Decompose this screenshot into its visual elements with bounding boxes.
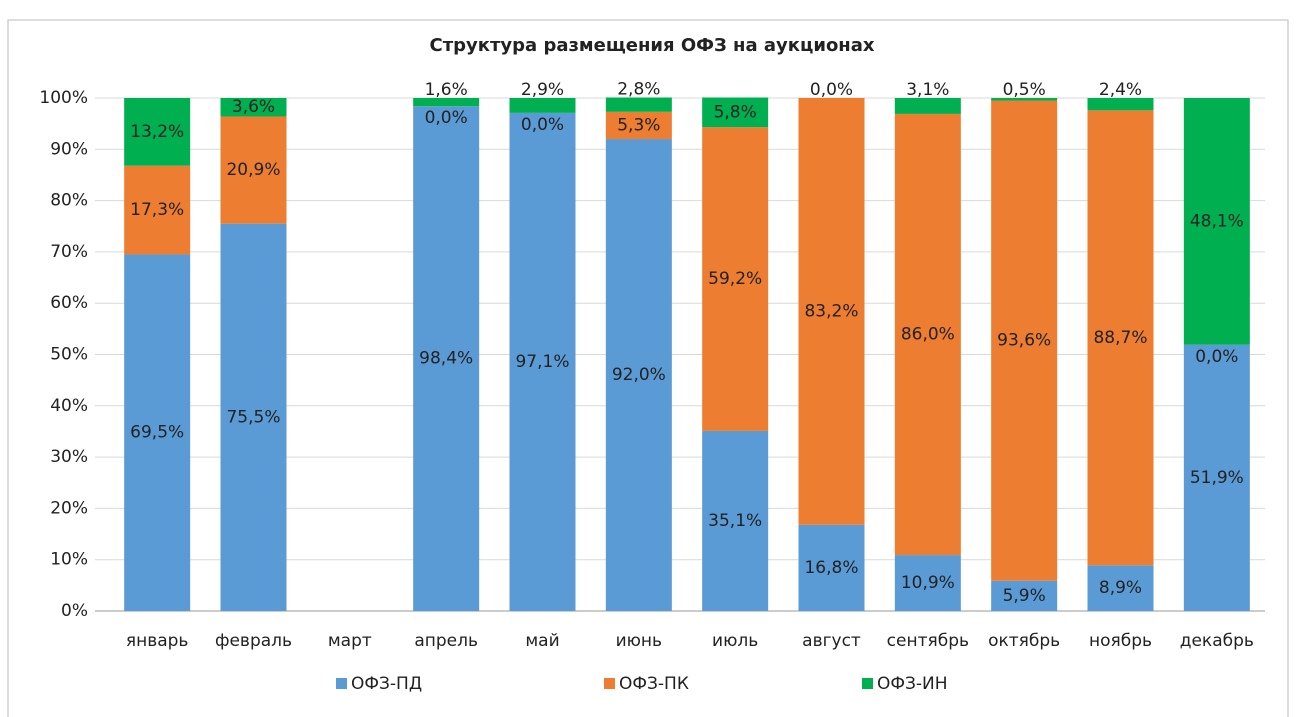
data-label: 69,5%: [130, 423, 184, 443]
bar-segment: [124, 165, 191, 255]
bar-segment: [413, 106, 480, 611]
legend-swatch: [336, 678, 347, 689]
data-label: 0,0%: [810, 80, 853, 100]
bar-segment: [991, 100, 1058, 581]
bar-segment: [1087, 565, 1154, 611]
y-tick-label: 70%: [50, 242, 88, 262]
y-tick-label: 20%: [50, 498, 88, 518]
x-tick-label: сентябрь: [887, 631, 969, 651]
data-label: 0,0%: [1195, 347, 1238, 367]
data-label: 3,6%: [232, 97, 275, 117]
data-label: 86,0%: [901, 324, 955, 344]
bar-segment: [702, 430, 769, 611]
data-label: 1,6%: [425, 80, 468, 100]
data-label: 51,9%: [1190, 468, 1244, 488]
data-label: 0,0%: [425, 108, 468, 128]
data-label: 97,1%: [515, 352, 569, 372]
bar-segment: [894, 98, 961, 114]
y-tick-label: 30%: [50, 447, 88, 467]
data-label: 13,2%: [130, 122, 184, 142]
bar-segment: [702, 127, 769, 431]
y-tick-label: 60%: [50, 293, 88, 313]
data-label: 48,1%: [1190, 211, 1244, 231]
data-label: 10,9%: [901, 573, 955, 593]
bar-segment: [991, 580, 1058, 611]
x-tick-label: март: [328, 631, 372, 651]
data-label: 8,9%: [1099, 578, 1142, 598]
bar-segment: [509, 112, 576, 611]
bar-segment: [220, 98, 287, 117]
bar-segment: [220, 116, 287, 224]
data-label: 2,9%: [521, 80, 564, 100]
bar-segment: [605, 97, 672, 112]
bar-segment: [1087, 98, 1154, 111]
bar-segment: [605, 139, 672, 612]
data-label: 92,0%: [612, 365, 666, 385]
bar-segment: [220, 223, 287, 611]
bar-segment: [1183, 98, 1250, 345]
data-label: 5,3%: [617, 115, 660, 135]
y-tick-label: 80%: [50, 191, 88, 211]
data-label: 17,3%: [130, 200, 184, 220]
x-tick-label: ноябрь: [1089, 631, 1152, 651]
chart-title: Структура размещения ОФЗ на аукционах: [430, 35, 875, 56]
data-label: 83,2%: [804, 301, 858, 321]
data-label: 2,4%: [1099, 80, 1142, 100]
x-tick-label: июль: [712, 631, 758, 651]
bar-segment: [413, 98, 480, 107]
data-label: 88,7%: [1093, 328, 1147, 348]
bar-segment: [702, 97, 769, 128]
legend-swatch: [604, 678, 615, 689]
bar-segment: [1183, 344, 1250, 611]
bar-segment: [509, 98, 576, 113]
data-label: 5,8%: [714, 102, 757, 122]
x-tick-label: август: [802, 631, 861, 651]
bar-segment: [991, 98, 1058, 101]
y-tick-label: 100%: [39, 88, 88, 108]
bar-segment: [894, 113, 961, 556]
bar-segment: [798, 98, 865, 525]
data-label: 0,0%: [521, 115, 564, 135]
bar-segment: [124, 98, 191, 166]
bar-segment: [605, 111, 672, 140]
y-tick-label: 0%: [61, 601, 88, 621]
legend-label: ОФЗ-ПД: [351, 674, 422, 694]
y-tick-label: 40%: [50, 396, 88, 416]
bar-segment: [1087, 110, 1154, 566]
y-tick-label: 90%: [50, 139, 88, 159]
legend-label: ОФЗ-ИН: [877, 674, 948, 694]
y-tick-label: 50%: [50, 345, 88, 365]
bar-segment: [798, 524, 865, 611]
x-tick-label: май: [525, 631, 559, 651]
x-tick-label: январь: [126, 631, 189, 651]
x-tick-label: июнь: [616, 631, 663, 651]
data-label: 5,9%: [1003, 586, 1046, 606]
bar-segment: [124, 254, 191, 611]
y-tick-label: 10%: [50, 550, 88, 570]
data-label: 2,8%: [617, 79, 660, 99]
data-label: 3,1%: [906, 80, 949, 100]
x-tick-label: декабрь: [1180, 631, 1254, 651]
data-label: 20,9%: [226, 160, 280, 180]
data-label: 98,4%: [419, 349, 473, 369]
x-tick-label: октябрь: [988, 631, 1060, 651]
data-label: 75,5%: [226, 407, 280, 427]
legend-label: ОФЗ-ПК: [619, 674, 689, 694]
x-tick-label: февраль: [215, 631, 292, 651]
data-label: 59,2%: [708, 269, 762, 289]
data-label: 16,8%: [804, 558, 858, 578]
data-label: 0,5%: [1003, 80, 1046, 100]
bar-segment: [894, 555, 961, 611]
data-label: 93,6%: [997, 331, 1051, 351]
x-tick-label: апрель: [414, 631, 478, 651]
data-label: 35,1%: [708, 511, 762, 531]
legend-swatch: [862, 678, 873, 689]
